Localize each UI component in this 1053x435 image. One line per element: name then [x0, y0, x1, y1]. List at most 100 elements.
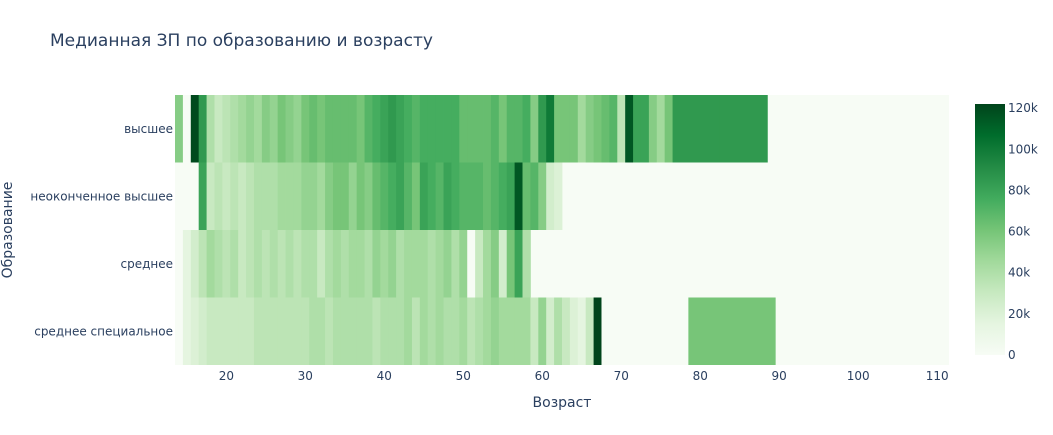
heatmap-cell[interactable] — [577, 95, 587, 163]
heatmap-cell[interactable] — [562, 297, 571, 366]
heatmap-cell[interactable] — [222, 162, 231, 231]
heatmap-cell[interactable] — [285, 95, 294, 163]
heatmap-cell[interactable] — [411, 297, 421, 366]
heatmap-cell[interactable] — [546, 297, 555, 366]
heatmap-cell[interactable] — [253, 95, 263, 163]
heatmap-cell[interactable] — [467, 230, 476, 298]
heatmap-cell[interactable] — [625, 95, 634, 163]
heatmap-cell[interactable] — [538, 297, 547, 366]
heatmap-cell[interactable] — [522, 162, 531, 231]
heatmap-cell[interactable] — [585, 95, 594, 163]
heatmap-cell[interactable] — [261, 162, 271, 231]
heatmap-cell[interactable] — [356, 95, 365, 163]
heatmap-cell[interactable] — [530, 95, 539, 163]
heatmap-cell[interactable] — [285, 162, 294, 231]
heatmap-cell[interactable] — [419, 95, 429, 163]
heatmap-cell[interactable] — [522, 95, 531, 163]
heatmap-cell[interactable] — [348, 95, 358, 163]
heatmap-cell[interactable] — [451, 230, 460, 298]
heatmap-cell[interactable] — [688, 297, 776, 366]
heatmap-cell[interactable] — [269, 162, 279, 231]
heatmap-cell[interactable] — [325, 230, 334, 298]
heatmap-cell[interactable] — [348, 162, 358, 231]
heatmap-cell[interactable] — [206, 95, 215, 163]
heatmap-cell[interactable] — [340, 162, 350, 231]
heatmap-cell[interactable] — [459, 230, 468, 298]
heatmap-cell[interactable] — [253, 162, 263, 231]
heatmap-cell[interactable] — [459, 162, 468, 231]
heatmap-cell[interactable] — [230, 162, 239, 231]
heatmap-cell[interactable] — [396, 162, 405, 231]
heatmap-cell[interactable] — [435, 95, 444, 163]
heatmap-cell[interactable] — [427, 95, 437, 163]
heatmap-cell[interactable] — [198, 297, 207, 366]
heatmap-cell[interactable] — [277, 162, 286, 231]
heatmap-cell[interactable] — [222, 230, 231, 298]
heatmap-cell[interactable] — [356, 297, 365, 366]
heatmap-cell[interactable] — [554, 162, 563, 231]
heatmap-cell[interactable] — [309, 162, 318, 231]
heatmap-cell[interactable] — [396, 297, 405, 366]
heatmap-cell[interactable] — [396, 230, 405, 298]
heatmap-cell[interactable] — [396, 95, 405, 163]
heatmap-cell[interactable] — [554, 95, 563, 163]
heatmap-cell[interactable] — [498, 162, 508, 231]
heatmap-cell[interactable] — [467, 297, 476, 366]
heatmap-cell[interactable] — [332, 162, 342, 231]
heatmap-cell[interactable] — [530, 297, 539, 366]
heatmap-cell[interactable] — [609, 95, 618, 163]
heatmap-cell[interactable] — [467, 162, 476, 231]
heatmap-cell[interactable] — [388, 162, 397, 231]
heatmap-cell[interactable] — [498, 297, 508, 366]
heatmap-cell[interactable] — [443, 297, 452, 366]
heatmap-cell[interactable] — [475, 297, 484, 366]
heatmap-cell[interactable] — [475, 230, 484, 298]
heatmap-cell[interactable] — [317, 162, 326, 231]
heatmap-cell[interactable] — [301, 95, 310, 163]
heatmap-cell[interactable] — [261, 230, 271, 298]
heatmap-cell[interactable] — [404, 162, 413, 231]
heatmap-cell[interactable] — [293, 297, 302, 366]
heatmap-cell[interactable] — [435, 230, 444, 298]
heatmap-cell[interactable] — [222, 95, 231, 163]
heatmap-cell[interactable] — [190, 230, 200, 298]
heatmap-cell[interactable] — [443, 162, 452, 231]
heatmap-cell[interactable] — [490, 297, 500, 366]
heatmap-cell[interactable] — [238, 162, 247, 231]
heatmap-cell[interactable] — [175, 95, 184, 163]
heatmap-cell[interactable] — [514, 230, 523, 298]
heatmap-cell[interactable] — [427, 162, 437, 231]
heatmap-cell[interactable] — [230, 297, 239, 366]
heatmap-cell[interactable] — [238, 95, 247, 163]
heatmap-cell[interactable] — [246, 230, 255, 298]
heatmap-cell[interactable] — [490, 95, 500, 163]
heatmap-cell[interactable] — [490, 162, 500, 231]
heatmap-cell[interactable] — [182, 230, 192, 298]
heatmap-cell[interactable] — [332, 230, 342, 298]
heatmap-cell[interactable] — [522, 230, 531, 298]
heatmap-cell[interactable] — [554, 297, 563, 366]
heatmap-cell[interactable] — [317, 230, 326, 298]
heatmap-cell[interactable] — [577, 297, 587, 366]
heatmap-cell[interactable] — [246, 297, 255, 366]
heatmap-cell[interactable] — [514, 297, 523, 366]
heatmap-cell[interactable] — [214, 162, 223, 231]
heatmap-cell[interactable] — [190, 297, 200, 366]
heatmap-cell[interactable] — [475, 162, 484, 231]
heatmap-cell[interactable] — [451, 95, 460, 163]
heatmap-cell[interactable] — [214, 297, 223, 366]
heatmap-cell[interactable] — [230, 230, 239, 298]
heatmap-cell[interactable] — [348, 230, 358, 298]
heatmap-cell[interactable] — [467, 95, 476, 163]
heatmap-cell[interactable] — [506, 162, 516, 231]
heatmap-cell[interactable] — [459, 297, 468, 366]
heatmap-cell[interactable] — [404, 230, 413, 298]
heatmap-cell[interactable] — [380, 297, 389, 366]
heatmap-cell[interactable] — [633, 95, 642, 163]
heatmap-cell[interactable] — [269, 95, 279, 163]
heatmap-cell[interactable] — [277, 95, 286, 163]
heatmap-cell[interactable] — [459, 95, 468, 163]
heatmap-cell[interactable] — [435, 162, 444, 231]
heatmap-cell[interactable] — [601, 95, 610, 163]
heatmap-cell[interactable] — [648, 95, 658, 163]
